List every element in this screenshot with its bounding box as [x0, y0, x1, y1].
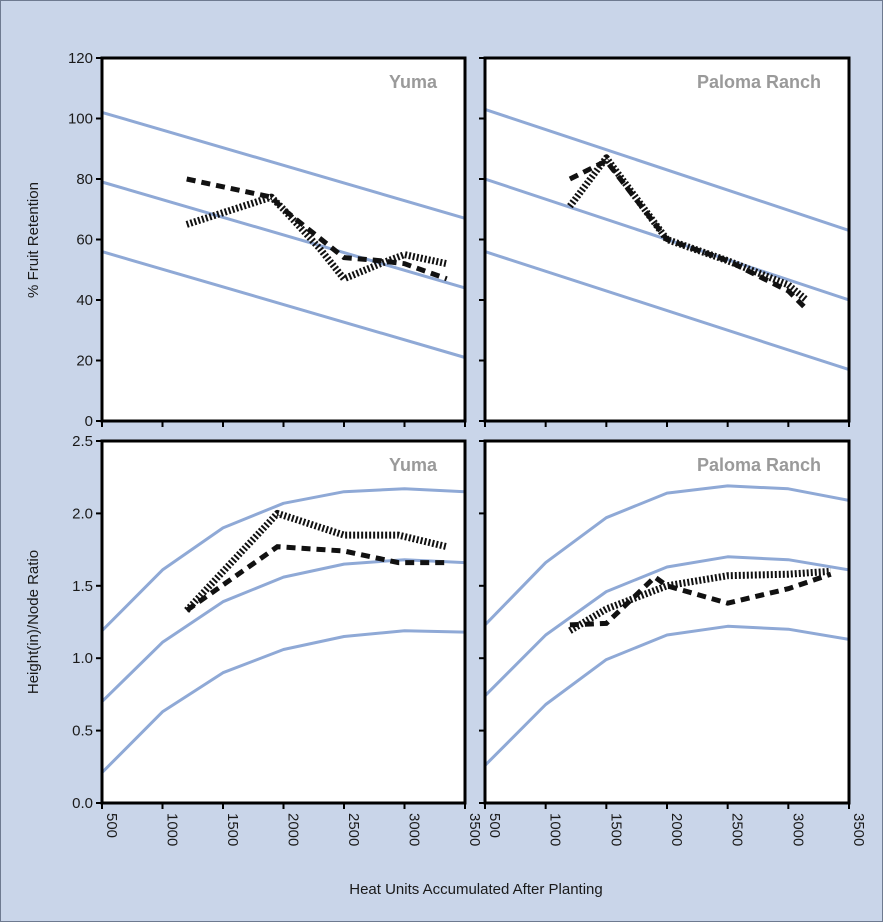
panel-site-label: Yuma — [389, 72, 438, 92]
band-line-3 — [485, 250, 849, 372]
band-line-3 — [102, 250, 465, 359]
y-axis-title-fruit-retention: % Fruit Retention — [25, 182, 42, 298]
band-line-3 — [102, 629, 465, 774]
y-tick-label: 1.5 — [72, 578, 93, 595]
x-tick-label: 1500 — [224, 813, 241, 846]
series-dotted-line — [568, 567, 832, 634]
x-tick-label: 500 — [486, 813, 503, 838]
y-tick-label: 80 — [76, 171, 93, 188]
y-tick-label: 2.0 — [72, 505, 93, 522]
panel-site-label: Paloma Ranch — [697, 455, 821, 475]
y-tick-label: 40 — [76, 292, 93, 309]
x-tick-label: 3500 — [850, 813, 867, 846]
x-tick-label: 2000 — [285, 813, 302, 846]
band-line-2 — [102, 558, 465, 703]
panel-3: Yuma 0.0 0.5 1.0 1.5 2.0 2.5 500 1000 1500 2000 250… — [72, 433, 483, 846]
y-axis-title-height-node-ratio: Height(in)/Node Ratio — [25, 550, 42, 694]
x-tick-label: 1500 — [607, 813, 624, 846]
panel-2: Paloma Ranch — [479, 56, 851, 427]
panel-site-label: Yuma — [389, 455, 438, 475]
y-tick-label: 0.0 — [72, 795, 93, 812]
band-line-2 — [485, 555, 849, 697]
series-dashed-line — [569, 571, 832, 628]
x-tick-label: 3500 — [466, 813, 483, 846]
panel-background — [102, 58, 465, 421]
panel-1: Yuma 0 20 40 60 80 100 120 — [68, 50, 467, 430]
band-line-2 — [102, 180, 465, 290]
band-line-1 — [102, 110, 465, 220]
y-tick-label: 0.5 — [72, 723, 93, 740]
y-tick-label: 20 — [76, 353, 93, 370]
band-line-1 — [485, 107, 849, 232]
y-tick-label: 100 — [68, 111, 93, 128]
series-dashed-line — [186, 176, 448, 282]
y-tick-label: 120 — [68, 50, 93, 67]
series-dotted-line — [184, 509, 448, 613]
panel-background — [485, 441, 849, 803]
x-tick-label: 2500 — [729, 813, 746, 846]
band-line-1 — [102, 487, 465, 632]
x-tick-label: 2000 — [668, 813, 685, 846]
band-line-1 — [485, 484, 849, 626]
x-tick-label: 3000 — [406, 813, 423, 846]
panel-4: Paloma Ranch 500 1000 1500 2000 2500 3000 3500 — [479, 439, 867, 846]
panel-site-label: Paloma Ranch — [697, 72, 821, 92]
y-tick-label: 2.5 — [72, 433, 93, 450]
x-tick-label: 3000 — [789, 813, 806, 846]
y-tick-label: 60 — [76, 232, 93, 249]
x-tick-label: 1000 — [547, 813, 564, 846]
panel-background — [102, 441, 465, 803]
x-axis-title: Heat Units Accumulated After Planting — [349, 881, 602, 898]
x-tick-label: 2500 — [345, 813, 362, 846]
x-tick-label: 1000 — [164, 813, 181, 846]
y-tick-label: 0 — [85, 413, 93, 430]
x-tick-label: 500 — [103, 813, 120, 838]
band-line-3 — [485, 624, 849, 767]
y-tick-label: 1.0 — [72, 650, 93, 667]
